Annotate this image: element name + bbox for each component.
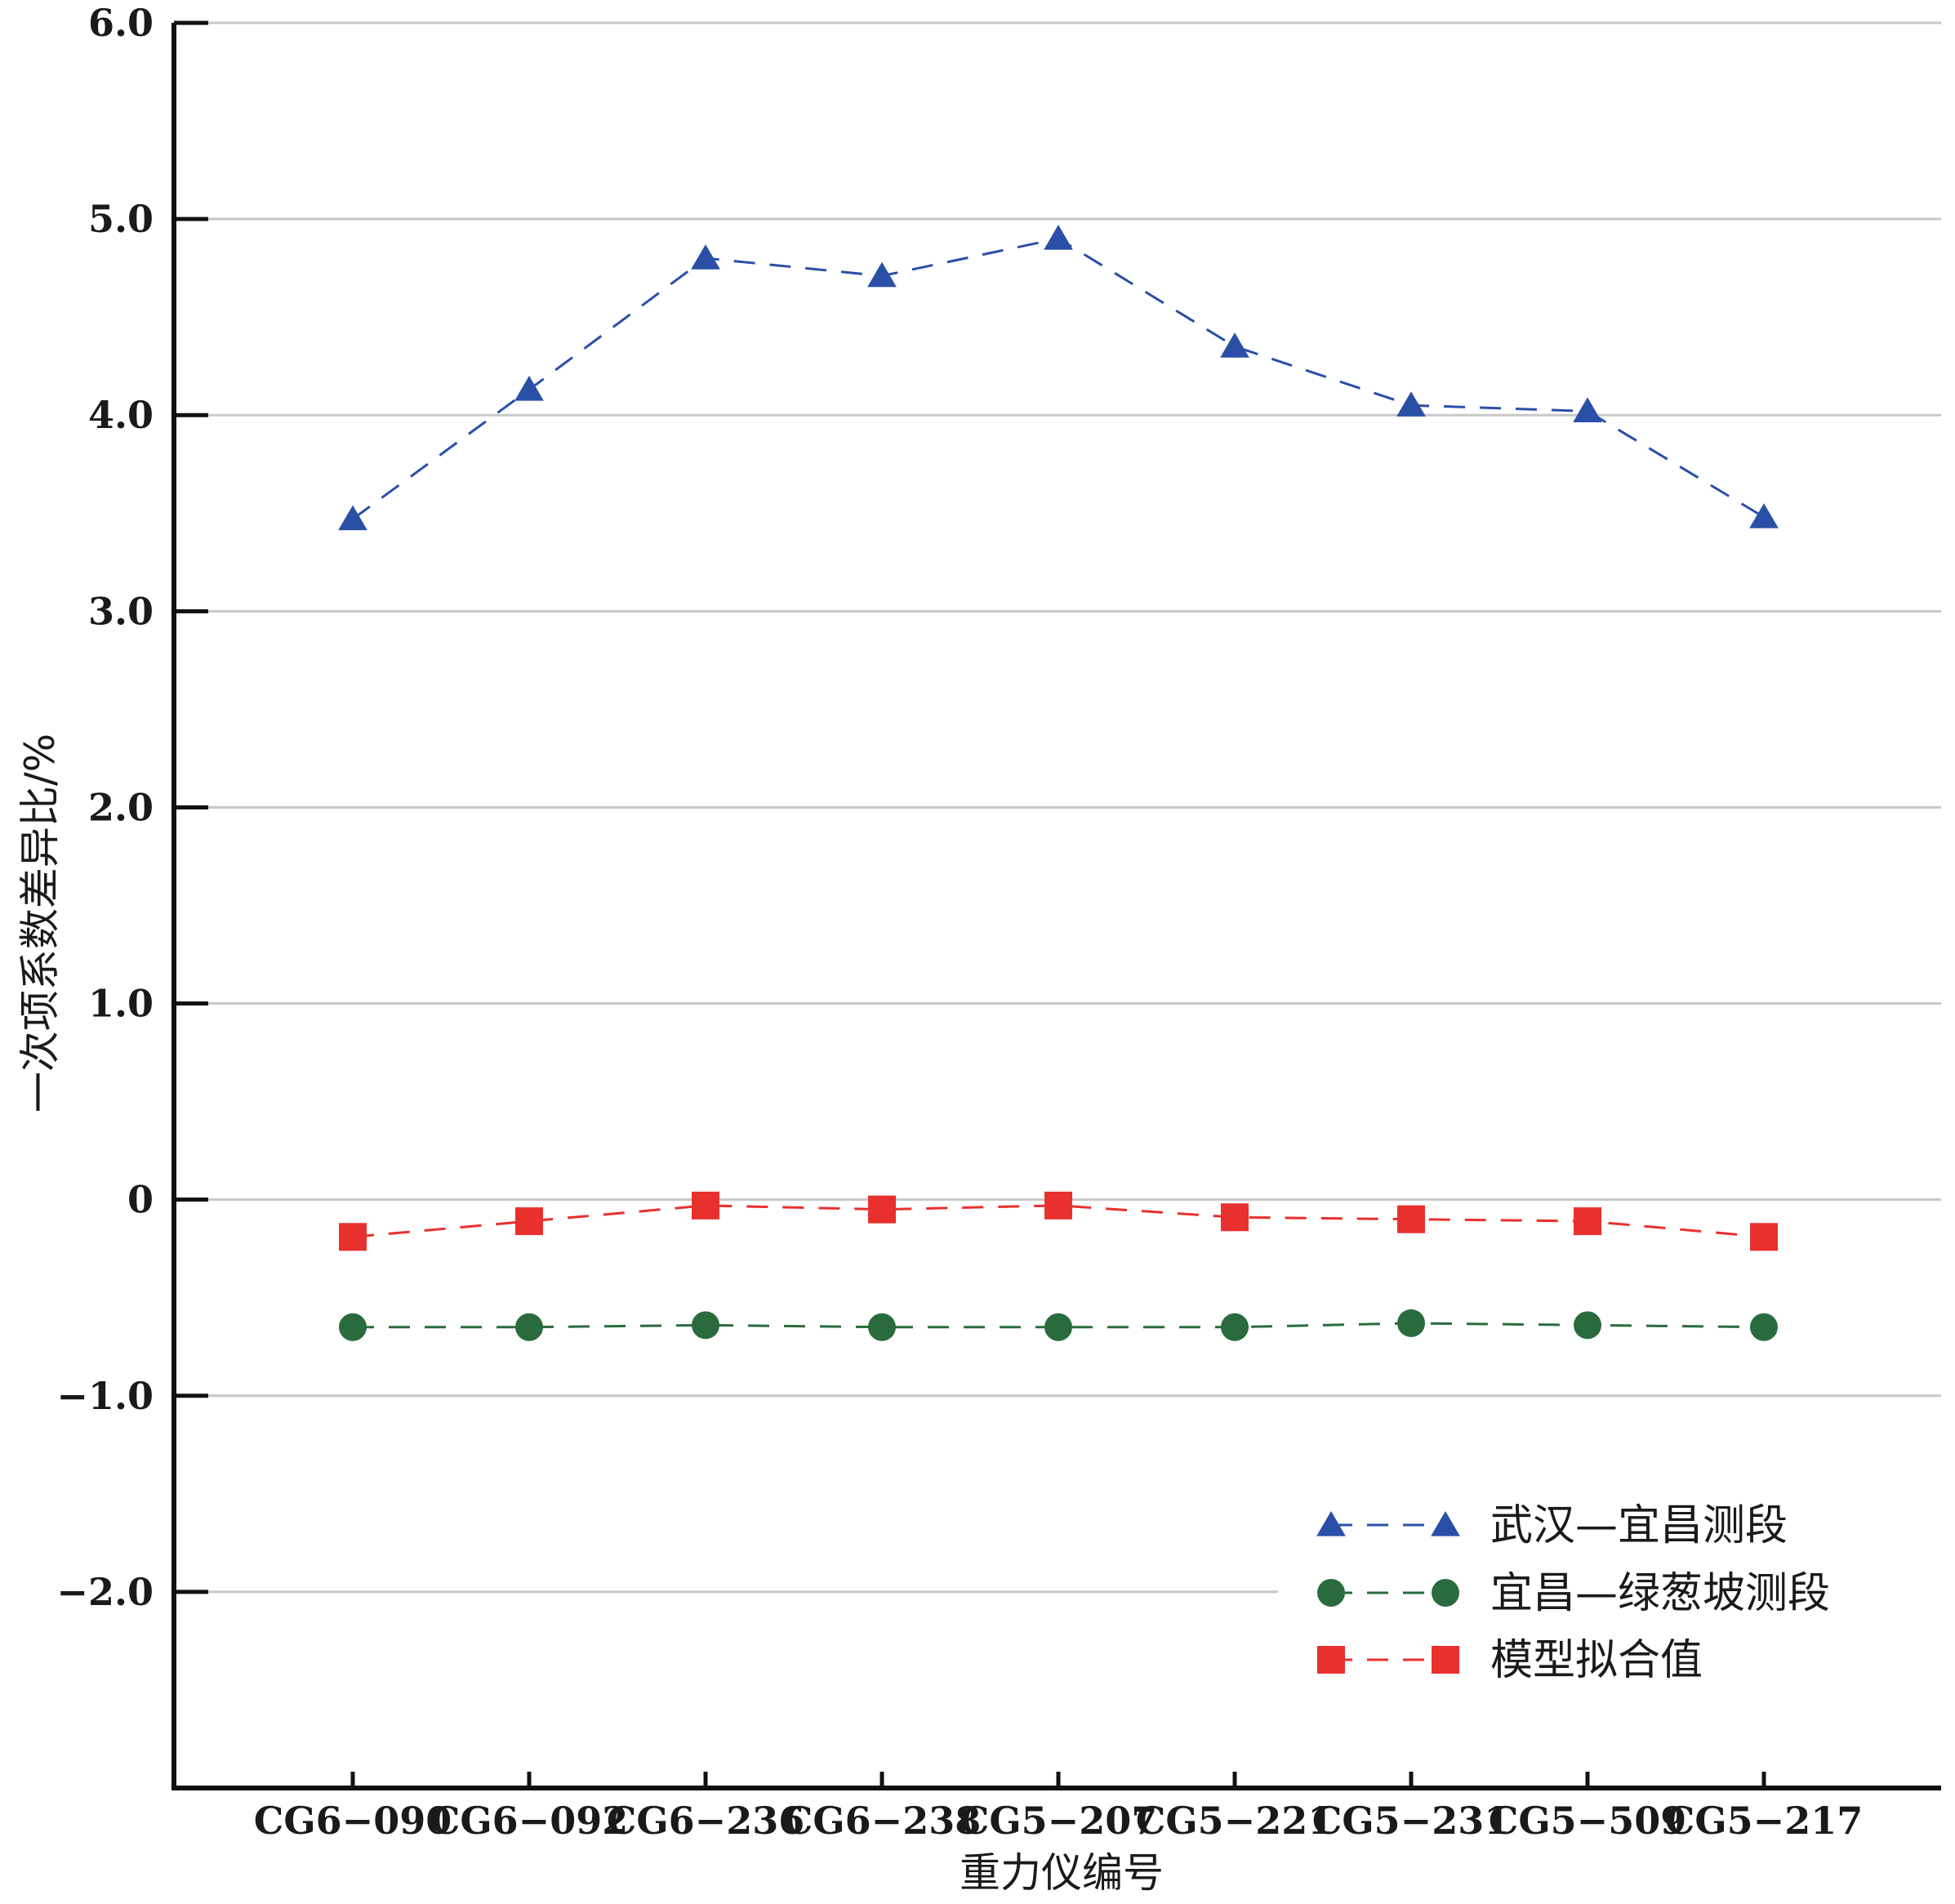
legend-item: 武汉—宜昌测段 bbox=[1316, 1501, 1788, 1550]
y-tick-label: 5.0 bbox=[88, 197, 154, 241]
data-point bbox=[691, 244, 720, 270]
x-tick-label: CG5−231 bbox=[1312, 1799, 1510, 1843]
data-point bbox=[1396, 391, 1426, 417]
data-point bbox=[1574, 1207, 1601, 1236]
x-axis-ticks: CG6−090CG6−092CG6−236CG6−238CG5−207CG5−2… bbox=[254, 1772, 1863, 1843]
y-tick-label: 2.0 bbox=[88, 785, 154, 829]
data-point bbox=[1221, 1203, 1249, 1232]
x-tick-label: CG6−238 bbox=[783, 1799, 981, 1843]
data-point bbox=[1750, 1313, 1778, 1341]
series-triangle bbox=[338, 225, 1779, 531]
data-point bbox=[339, 1313, 367, 1341]
y-tick-label: −2.0 bbox=[56, 1570, 154, 1614]
data-point bbox=[1397, 1205, 1425, 1233]
data-point bbox=[514, 376, 544, 401]
x-tick-label: CG6−090 bbox=[254, 1799, 452, 1843]
data-point bbox=[1573, 397, 1602, 423]
series-line bbox=[353, 1322, 1765, 1329]
series-square bbox=[339, 1191, 1778, 1251]
data-point bbox=[868, 1195, 896, 1224]
data-point bbox=[515, 1207, 543, 1236]
data-point bbox=[1044, 225, 1073, 250]
x-tick-label: CG5−509 bbox=[1489, 1799, 1686, 1843]
legend-marker bbox=[1432, 1646, 1459, 1674]
y-tick-label: −1.0 bbox=[56, 1374, 154, 1418]
data-point bbox=[1221, 1313, 1249, 1341]
y-tick-label: 6.0 bbox=[88, 1, 154, 45]
y-tick-label: 0 bbox=[127, 1178, 154, 1222]
x-tick-label: CG6−236 bbox=[607, 1799, 804, 1843]
legend-marker bbox=[1432, 1579, 1459, 1607]
legend-marker bbox=[1317, 1579, 1345, 1607]
x-tick-label: CG6−092 bbox=[430, 1799, 628, 1843]
legend-item: 宜昌—绿葱坡测段 bbox=[1317, 1569, 1830, 1618]
data-point bbox=[1044, 1313, 1072, 1341]
data-point bbox=[339, 1223, 367, 1251]
y-tick-label: 1.0 bbox=[88, 982, 154, 1026]
series-group bbox=[338, 225, 1779, 1341]
legend-label: 模型拟合值 bbox=[1490, 1636, 1703, 1685]
data-point bbox=[867, 261, 897, 288]
legend-label: 武汉—宜昌测段 bbox=[1490, 1501, 1788, 1550]
data-point bbox=[515, 1313, 543, 1341]
data-point bbox=[1220, 332, 1249, 358]
y-axis-ticks: −2.0 −1.0 0 1.0 2.0 3.0 4.0 5.0 6.0 bbox=[56, 1, 208, 1614]
data-point bbox=[692, 1191, 719, 1220]
x-tick-label: CG5−217 bbox=[1665, 1799, 1863, 1843]
data-point bbox=[1574, 1311, 1601, 1340]
y-tick-label: 3.0 bbox=[88, 589, 154, 633]
legend-marker bbox=[1317, 1646, 1345, 1674]
data-point bbox=[1749, 503, 1779, 528]
legend-label: 宜昌—绿葱坡测段 bbox=[1490, 1569, 1830, 1618]
legend-marker bbox=[1316, 1511, 1346, 1536]
data-point bbox=[692, 1311, 719, 1340]
legend-item: 模型拟合值 bbox=[1317, 1636, 1703, 1685]
data-point bbox=[338, 505, 367, 531]
x-tick-label: CG5−221 bbox=[1136, 1799, 1334, 1843]
series-line bbox=[352, 237, 1765, 520]
y-axis-title: 一次项系数差异比/% bbox=[16, 734, 64, 1113]
x-axis-title: 重力仪编号 bbox=[960, 1849, 1164, 1897]
data-point bbox=[1044, 1191, 1072, 1220]
data-point bbox=[1750, 1223, 1778, 1251]
legend-marker bbox=[1431, 1511, 1460, 1536]
y-tick-label: 4.0 bbox=[88, 393, 154, 437]
gridlines bbox=[174, 21, 1941, 1594]
data-point bbox=[868, 1313, 896, 1341]
x-tick-label: CG5−207 bbox=[960, 1799, 1157, 1843]
series-line bbox=[352, 1204, 1765, 1238]
series-circle bbox=[339, 1309, 1778, 1341]
data-point bbox=[1397, 1309, 1425, 1337]
